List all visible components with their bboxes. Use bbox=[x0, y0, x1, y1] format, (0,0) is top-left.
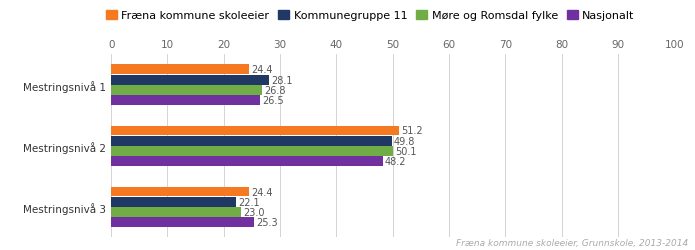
Legend: Fræna kommune skoleeier, Kommunegruppe 11, Møre og Romsdal fylke, Nasjonalt: Fræna kommune skoleeier, Kommunegruppe 1… bbox=[101, 7, 639, 26]
Bar bbox=[111, 65, 249, 75]
Text: 22.1: 22.1 bbox=[238, 197, 259, 207]
Bar bbox=[111, 76, 270, 85]
Text: 51.2: 51.2 bbox=[402, 126, 423, 136]
Bar bbox=[111, 207, 240, 217]
Text: 23.0: 23.0 bbox=[243, 207, 264, 217]
Text: 26.5: 26.5 bbox=[263, 96, 284, 106]
Text: 49.8: 49.8 bbox=[394, 136, 415, 146]
Bar bbox=[111, 86, 262, 96]
Text: 24.4: 24.4 bbox=[251, 187, 272, 197]
Text: 50.1: 50.1 bbox=[395, 146, 417, 156]
Text: 28.1: 28.1 bbox=[272, 75, 293, 85]
Text: 25.3: 25.3 bbox=[256, 218, 277, 228]
Bar bbox=[111, 136, 391, 146]
Bar bbox=[111, 96, 261, 106]
Text: Fræna kommune skoleeier, Grunnskole, 2013-2014: Fræna kommune skoleeier, Grunnskole, 201… bbox=[456, 238, 688, 248]
Text: 26.8: 26.8 bbox=[264, 86, 286, 96]
Bar bbox=[111, 126, 400, 136]
Bar bbox=[111, 218, 254, 227]
Bar bbox=[111, 146, 393, 156]
Text: 48.2: 48.2 bbox=[385, 156, 407, 166]
Text: 24.4: 24.4 bbox=[251, 65, 272, 75]
Bar bbox=[111, 197, 236, 207]
Bar bbox=[111, 187, 249, 196]
Bar bbox=[111, 157, 382, 166]
